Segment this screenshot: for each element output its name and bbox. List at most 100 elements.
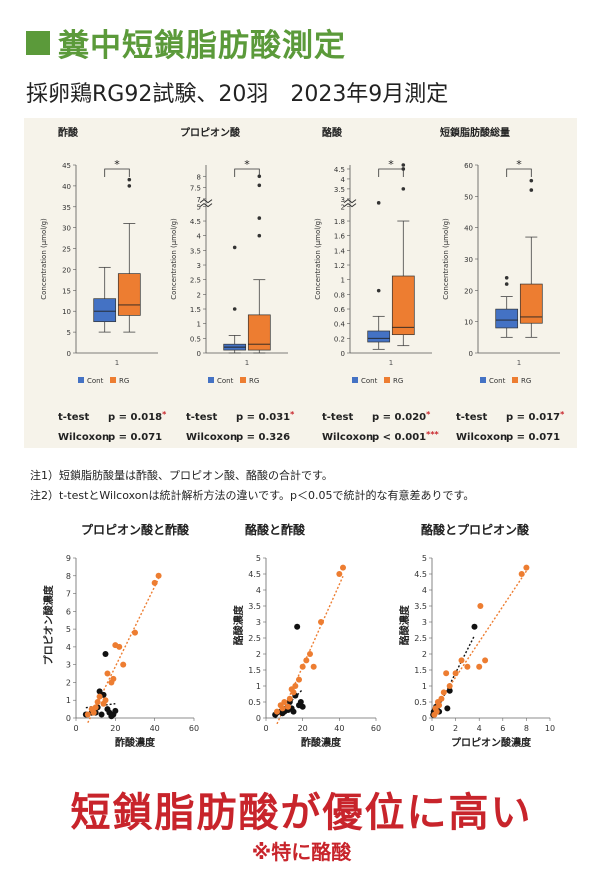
y-tick-label: 4	[422, 586, 427, 595]
chart-title: プロピオン酸と酢酸	[81, 522, 190, 537]
test-name: t-test	[186, 412, 217, 423]
data-point-rg	[120, 661, 127, 668]
data-point-cont	[444, 705, 451, 712]
x-tick-label: 0	[429, 724, 434, 733]
significance-bracket	[378, 168, 404, 177]
y-tick-label: 3.5	[414, 602, 427, 611]
box-rg	[391, 275, 415, 336]
significance-star: *	[244, 158, 250, 171]
legend-label: RG	[249, 377, 259, 385]
legend-label: RG	[119, 377, 129, 385]
x-axis-label: プロピオン酸濃度	[451, 736, 532, 749]
axis-break-mark	[199, 202, 213, 208]
y-tick-label: 0	[67, 350, 71, 358]
data-point-rg	[446, 683, 453, 689]
outlier-point	[529, 188, 534, 192]
data-point-rg	[84, 711, 91, 718]
data-point-cont	[102, 651, 109, 657]
box-cont	[367, 330, 391, 343]
y-tick-label: 4.5	[248, 570, 261, 579]
y-tick-label: 5	[422, 554, 427, 563]
outlier-point	[127, 177, 132, 182]
data-point-rg	[281, 699, 288, 705]
box-cont	[93, 298, 117, 323]
data-point-rg	[523, 564, 530, 571]
y-tick-label: 1	[341, 277, 345, 285]
x-tick-label: 60	[371, 724, 381, 733]
box-rg	[247, 314, 271, 351]
data-point-rg	[90, 709, 97, 716]
y-tick-label: 3.5	[248, 602, 261, 611]
y-tick-label: 30	[464, 256, 473, 264]
y-tick-label: 9	[66, 554, 71, 563]
chart-title: 短鎖脂肪酸総量	[440, 126, 510, 139]
y-tick-label: 2.5	[190, 277, 201, 285]
data-point-rg	[299, 663, 306, 670]
data-point-rg	[116, 643, 123, 650]
data-point-cont	[446, 687, 453, 694]
y-axis-label: 酪酸濃度	[398, 604, 411, 645]
test-pvalue: p = 0.071	[108, 432, 162, 443]
outlier-point	[257, 233, 262, 238]
y-tick-label: 5	[197, 203, 201, 211]
data-point-rg	[464, 663, 471, 670]
outlier-point	[376, 201, 381, 205]
x-axis-label: 酢酸濃度	[301, 736, 342, 749]
data-point-cont	[112, 707, 119, 714]
y-tick-label: 3	[256, 618, 261, 627]
x-tick-label: 1	[389, 359, 393, 367]
x-tick-label: 10	[545, 724, 555, 733]
data-point-rg	[433, 708, 440, 715]
x-tick-label: 20	[298, 724, 308, 733]
y-tick-label: 0.4	[334, 321, 346, 329]
page-title: 糞中短鎖脂肪酸測定	[26, 20, 346, 65]
data-point-rg	[438, 695, 445, 702]
data-point-rg	[452, 670, 459, 677]
y-tick-label: 3	[341, 196, 345, 204]
chart-title: 酪酸	[322, 126, 343, 139]
trend-line-cont	[432, 635, 476, 718]
legend-swatch	[110, 377, 116, 383]
y-tick-label: 35	[62, 204, 71, 212]
y-tick-label: 7	[197, 196, 201, 204]
data-point-cont	[471, 623, 478, 630]
outlier-point	[257, 183, 262, 188]
x-tick-label: 2	[453, 724, 458, 733]
trend-line-rg	[87, 578, 160, 724]
y-tick-label: 3.5	[190, 247, 201, 255]
y-axis-label: プロピオン酸濃度	[42, 584, 55, 665]
y-tick-label: 2.5	[414, 634, 427, 643]
y-tick-label: 1.6	[334, 233, 346, 241]
x-tick-label: 1	[115, 359, 119, 367]
scatter-1: プロピオン酸と酢酸 0 1 2 3 4 5 6 7 8 9 0 20 40 60 酢酸濃度 プロピオン酸濃度	[42, 522, 199, 749]
y-tick-label: 0	[66, 714, 71, 723]
legend-swatch	[352, 377, 358, 383]
legend-label: RG	[521, 377, 531, 385]
data-point-cont	[98, 711, 105, 718]
y-tick-label: 1	[66, 696, 71, 705]
legend-swatch	[240, 377, 246, 383]
y-tick-label: 6	[66, 607, 71, 616]
data-point-rg	[340, 564, 346, 571]
data-point-rg	[292, 683, 299, 689]
test-pvalue: p = 0.071	[506, 432, 560, 443]
y-tick-label: 60	[464, 162, 473, 170]
test-name: Wilcoxon	[456, 432, 507, 443]
data-point-rg	[110, 675, 117, 682]
test-name: Wilcoxon	[58, 432, 109, 443]
y-axis-label: Concentration (μmol/g)	[314, 218, 322, 300]
x-tick-label: 60	[189, 724, 199, 733]
footnote-2: 注2）t-testとWilcoxonは統計解析方法の違いです。p＜0.05で統計…	[30, 489, 475, 502]
test-pvalue: p = 0.018*	[108, 410, 167, 423]
data-point-cont	[297, 699, 304, 705]
boxplot-4: 短鎖脂肪酸総量 0 10 20 30 40 50 60 Concentration (μmol/…	[440, 126, 565, 443]
legend-swatch	[78, 377, 84, 383]
outlier-point	[504, 282, 509, 286]
test-pvalue: p = 0.031*	[236, 410, 295, 423]
box-cont	[495, 308, 519, 329]
y-tick-label: 1.5	[190, 306, 201, 314]
legend-label: Cont	[489, 377, 506, 385]
y-tick-label: 1.2	[334, 262, 345, 270]
significance-star: *	[114, 158, 120, 171]
y-tick-label: 1	[256, 682, 261, 691]
